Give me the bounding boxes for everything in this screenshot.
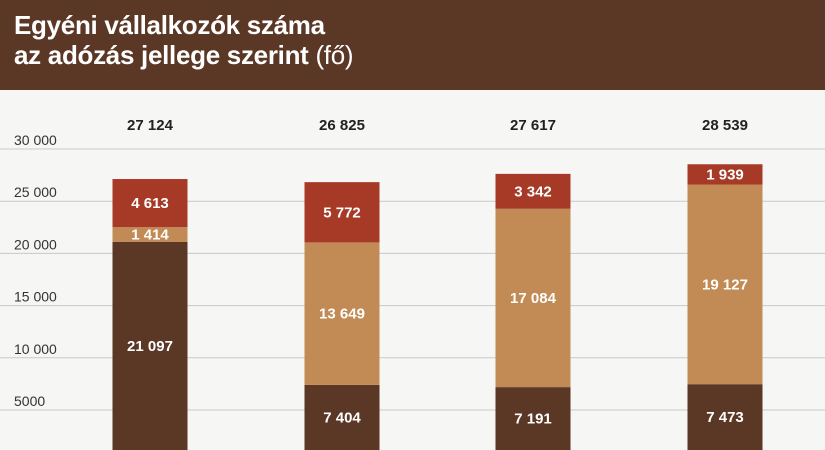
y-tick-label: 5000 <box>14 393 45 409</box>
bar-value-label: 1 414 <box>131 227 169 244</box>
bar-segment <box>495 208 571 388</box>
bar-total-label: 28 539 <box>702 117 748 134</box>
bar-segment <box>495 173 571 209</box>
y-tick-label: 30 000 <box>14 132 57 148</box>
bar-segment <box>687 184 763 385</box>
bar-total-label: 27 124 <box>127 117 174 134</box>
y-tick-label: 20 000 <box>14 236 57 252</box>
bar-value-label: 7 191 <box>514 411 552 428</box>
bar-segment <box>495 387 571 450</box>
bar-segment <box>304 384 380 450</box>
bar-value-label: 7 473 <box>706 409 744 426</box>
bar-segment <box>304 182 380 243</box>
y-tick-label: 10 000 <box>14 341 57 357</box>
bar-value-label: 13 649 <box>319 306 365 323</box>
bar-total-label: 27 617 <box>510 117 556 134</box>
bar-segment <box>112 179 188 228</box>
bar-segment <box>687 164 763 185</box>
bar-segment <box>687 384 763 450</box>
bar-value-label: 17 084 <box>510 290 557 307</box>
bar-value-label: 21 097 <box>127 338 173 355</box>
y-tick-label: 15 000 <box>14 289 57 305</box>
bar-segment <box>112 227 188 242</box>
bar-value-label: 19 127 <box>702 276 748 293</box>
chart-title-line2-text: az adózás jellege szerint <box>14 40 309 70</box>
bar-value-label: 4 613 <box>131 195 169 212</box>
chart-title-unit: (fő) <box>315 40 354 70</box>
chart-header: Egyéni vállalkozók száma az adózás jelle… <box>0 0 825 90</box>
chart-title-line2: az adózás jellege szerint (fő) <box>14 40 354 70</box>
bar-total-label: 26 825 <box>319 117 365 134</box>
bar-value-label: 7 404 <box>323 409 361 426</box>
chart-title: Egyéni vállalkozók száma az adózás jelle… <box>14 10 354 70</box>
bar-value-label: 1 939 <box>706 166 744 183</box>
stacked-bar-chart: 5000 10 000 15 000 20 000 25 000 30 000 21 097… <box>0 117 825 450</box>
bar-value-label: 3 342 <box>514 183 552 200</box>
bar-segment <box>304 242 380 385</box>
bar-segment <box>112 241 188 450</box>
bar-value-label: 5 772 <box>323 204 361 221</box>
y-tick-label: 25 000 <box>14 184 57 200</box>
chart-title-line1: Egyéni vállalkozók száma <box>14 10 325 40</box>
